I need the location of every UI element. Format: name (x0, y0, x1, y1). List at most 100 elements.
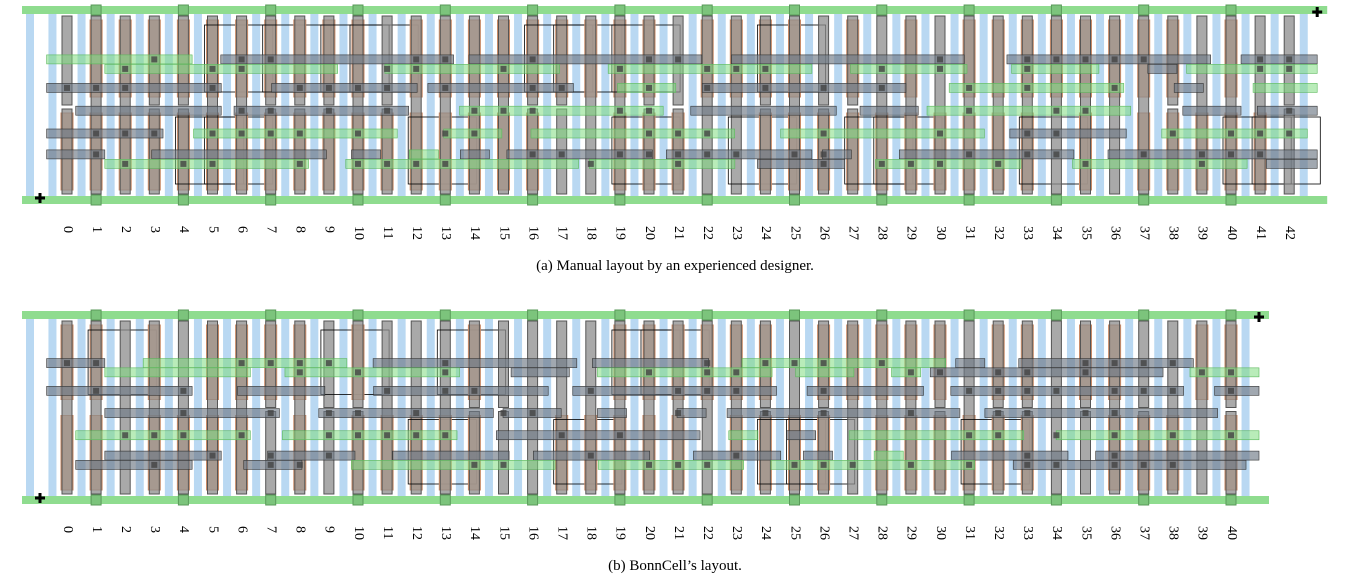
column-label: 21 (671, 526, 686, 540)
column-label: 3 (147, 526, 162, 533)
contact (646, 85, 652, 91)
stripe (921, 10, 929, 200)
metal (1108, 150, 1317, 159)
contact (937, 369, 943, 375)
contact (530, 56, 536, 62)
metal-green (729, 431, 758, 440)
stripe (1212, 315, 1220, 500)
column-label: 2 (118, 226, 133, 233)
rail-tap (1139, 310, 1149, 320)
contact (646, 151, 652, 157)
contact (821, 131, 827, 137)
stripe (107, 10, 115, 200)
metal (573, 386, 777, 395)
contact (413, 66, 419, 72)
column-label: 34 (1049, 226, 1064, 240)
contact (384, 388, 390, 394)
column-label: 25 (787, 226, 802, 240)
contact (879, 161, 885, 167)
contact (268, 108, 274, 114)
column-label: 17 (554, 226, 569, 240)
rail-tap (178, 310, 188, 320)
metal (1241, 55, 1317, 64)
rail-tap (964, 5, 974, 15)
contact (93, 360, 99, 366)
column-label: 1 (89, 226, 104, 233)
contact (326, 453, 332, 459)
rail-tap (528, 5, 538, 15)
rail-tap (1139, 5, 1149, 15)
column-label: 33 (1020, 226, 1035, 240)
rail-tap (877, 495, 887, 505)
contact (442, 161, 448, 167)
stripe (165, 315, 173, 500)
contact (762, 360, 768, 366)
column-label: 12 (409, 226, 424, 240)
stripe (660, 10, 668, 200)
column-label: 23 (729, 226, 744, 240)
rail-tap (528, 495, 538, 505)
column-label: 19 (613, 526, 628, 540)
contact (937, 161, 943, 167)
contact (1141, 56, 1147, 62)
contact (1053, 108, 1059, 114)
contact (1112, 462, 1118, 468)
metal-green (47, 55, 193, 64)
column-label: 21 (671, 226, 686, 240)
metal (1148, 64, 1177, 73)
stripe (26, 10, 34, 200)
contact (1083, 161, 1089, 167)
contact (821, 388, 827, 394)
poly (382, 109, 392, 194)
column-label: 26 (816, 226, 831, 240)
column-label: 31 (962, 526, 977, 540)
contact (180, 410, 186, 416)
stripe (747, 10, 755, 200)
metal (507, 150, 652, 159)
rail-tap (528, 195, 538, 205)
contact (93, 131, 99, 137)
contact (646, 369, 652, 375)
column-label: 22 (700, 526, 715, 540)
stripe (485, 10, 493, 200)
contact (995, 410, 1001, 416)
contact (239, 56, 245, 62)
contact (268, 453, 274, 459)
metal-green (771, 460, 975, 469)
contact (64, 85, 70, 91)
metal (677, 409, 706, 418)
stripe (194, 10, 202, 200)
metal-green (589, 159, 735, 168)
contact (1053, 56, 1059, 62)
contact (1257, 131, 1263, 137)
stripe (543, 10, 551, 200)
contact (530, 410, 536, 416)
metal (731, 55, 964, 64)
contact (675, 388, 681, 394)
column-label: 11 (380, 226, 395, 239)
stripe (980, 315, 988, 500)
metal (496, 431, 700, 440)
column-label: 32 (991, 226, 1006, 240)
rail-tap (615, 5, 625, 15)
column-label: 10 (351, 526, 366, 540)
contact (326, 410, 332, 416)
column-label: 0 (60, 526, 75, 533)
contact (646, 108, 652, 114)
contact (1024, 369, 1030, 375)
metal (469, 55, 702, 64)
contact (704, 85, 710, 91)
contact (821, 161, 827, 167)
contact (1112, 453, 1118, 459)
contact (268, 360, 274, 366)
contact (1083, 360, 1089, 366)
contact (93, 388, 99, 394)
rail-tap (964, 195, 974, 205)
contact (180, 161, 186, 167)
stripe (718, 315, 726, 500)
column-label: 13 (438, 526, 453, 540)
stripe (223, 315, 231, 500)
stripe (427, 10, 435, 200)
contact (1170, 388, 1176, 394)
stripe (747, 315, 755, 500)
